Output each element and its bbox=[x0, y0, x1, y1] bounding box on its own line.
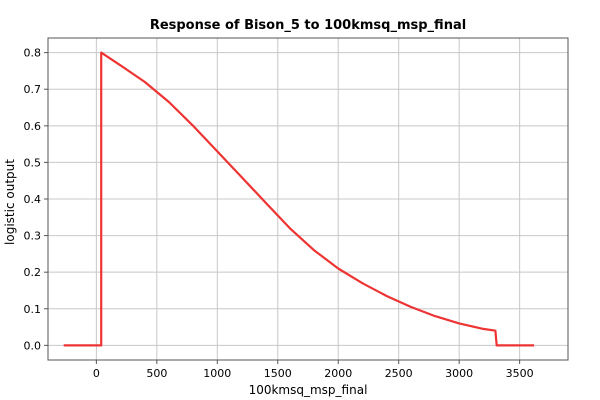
x-tick-label: 3500 bbox=[506, 367, 534, 380]
y-tick-label: 0.3 bbox=[24, 230, 42, 243]
x-tick-label: 500 bbox=[146, 367, 167, 380]
x-tick-label: 2500 bbox=[385, 367, 413, 380]
x-tick-label: 2000 bbox=[324, 367, 352, 380]
y-tick-label: 0.8 bbox=[24, 47, 42, 60]
x-tick-label: 1500 bbox=[264, 367, 292, 380]
y-tick-label: 0.0 bbox=[24, 339, 42, 352]
axis-ticks: 0 500 1000 1500 2000 2500 3000 3500 0.0 0.1 0.2 0.3… bbox=[24, 37, 569, 380]
y-tick-label: 0.1 bbox=[24, 303, 42, 316]
chart-title: Response of Bison_5 to 100kmsq_msp_final bbox=[150, 18, 466, 33]
y-tick-label: 0.4 bbox=[24, 193, 42, 206]
x-tick-label: 0 bbox=[93, 367, 100, 380]
y-tick-label: 0.2 bbox=[24, 266, 42, 279]
x-tick-label: 1000 bbox=[203, 367, 231, 380]
y-tick-label: 0.7 bbox=[24, 83, 42, 96]
response-curve-line bbox=[63, 51, 535, 347]
x-tick-label: 3000 bbox=[445, 367, 473, 380]
gridlines bbox=[48, 38, 568, 360]
series-layer bbox=[63, 51, 535, 347]
y-tick-label: 0.5 bbox=[24, 156, 42, 169]
x-axis-label: 100kmsq_msp_final bbox=[249, 383, 368, 397]
y-axis-label: logistic output bbox=[3, 159, 17, 245]
y-tick-label: 0.6 bbox=[24, 120, 42, 133]
plot-border bbox=[47, 37, 569, 361]
